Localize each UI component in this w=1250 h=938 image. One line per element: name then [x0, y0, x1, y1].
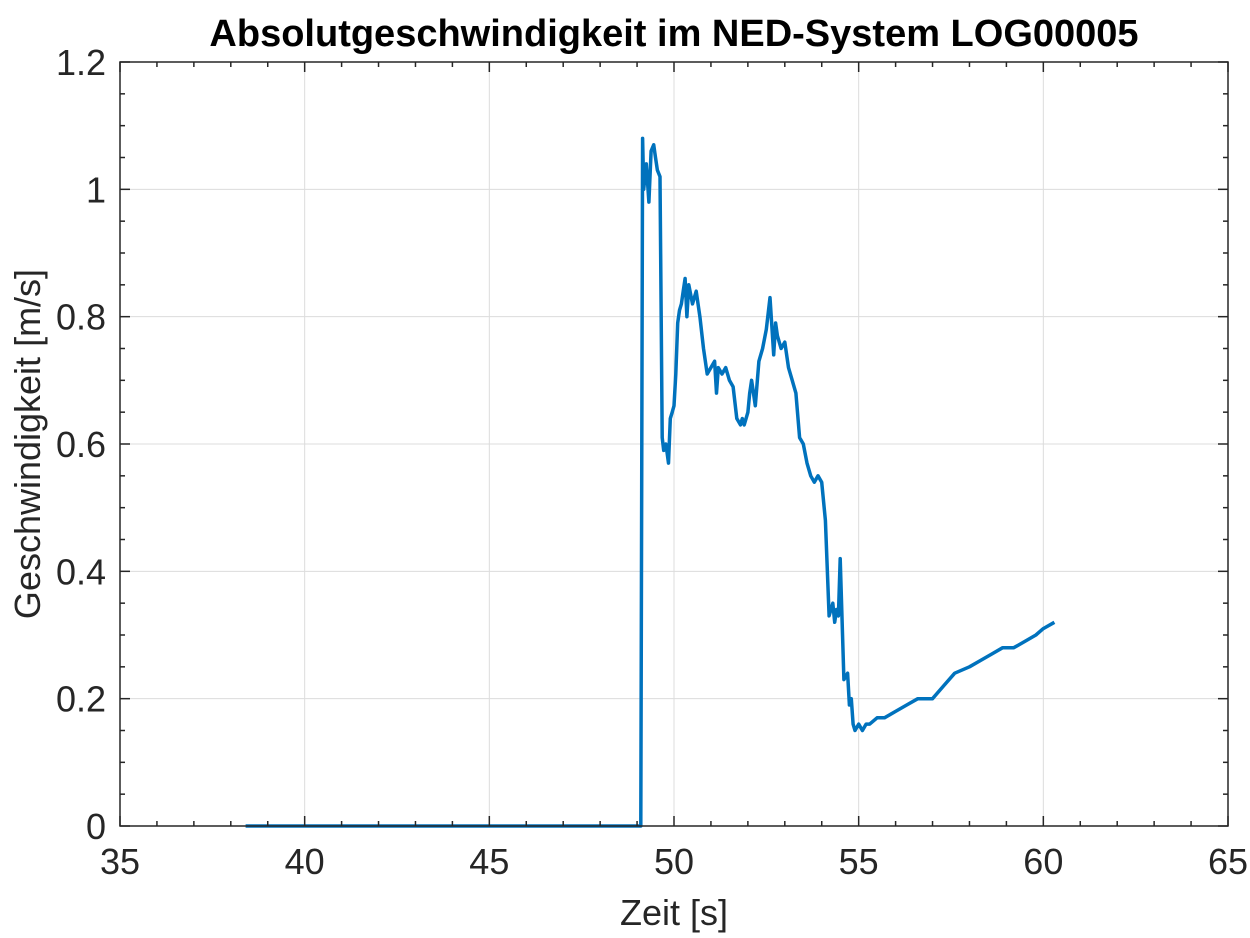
y-tick-label: 0.8	[56, 297, 106, 338]
x-tick-label: 50	[654, 841, 694, 882]
y-tick-label: 0.2	[56, 679, 106, 720]
x-tick-label: 35	[100, 841, 140, 882]
x-tick-label: 45	[469, 841, 509, 882]
grid-lines	[119, 61, 1229, 827]
axis-ticks	[119, 61, 1229, 827]
y-tick-label: 0.6	[56, 424, 106, 465]
x-axis-label: Zeit [s]	[620, 892, 728, 933]
x-tick-label: 55	[839, 841, 879, 882]
x-tick-labels: 35 40 45 50 55 60 65	[100, 841, 1248, 882]
y-tick-label: 1	[86, 169, 106, 210]
chart-title: Absolutgeschwindigkeit im NED-System LOG…	[209, 13, 1138, 55]
x-tick-label: 60	[1023, 841, 1063, 882]
y-tick-label: 0	[86, 806, 106, 847]
plot-area	[245, 136, 1056, 828]
series-line	[245, 136, 1056, 828]
y-axis-label: Geschwindigkeit [m/s]	[7, 269, 48, 619]
y-tick-labels: 0 0.2 0.4 0.6 0.8 1 1.2	[56, 42, 106, 847]
x-tick-label: 40	[285, 841, 325, 882]
y-tick-label: 0.4	[56, 551, 106, 592]
y-tick-label: 1.2	[56, 42, 106, 83]
x-tick-label: 65	[1208, 841, 1248, 882]
